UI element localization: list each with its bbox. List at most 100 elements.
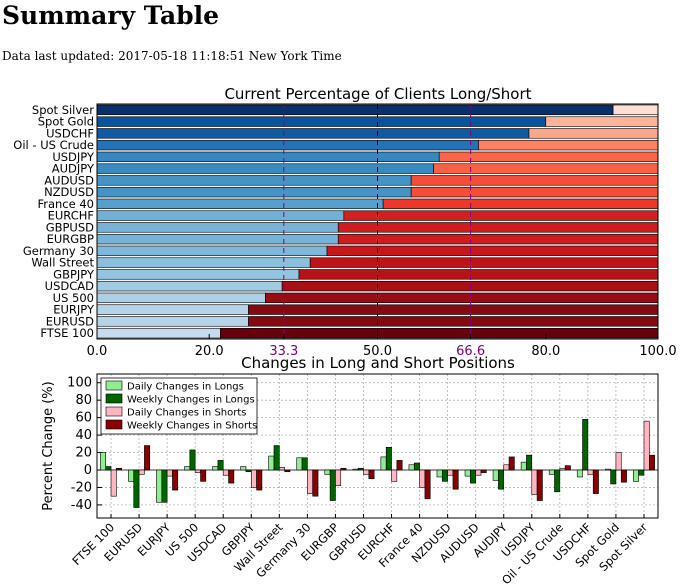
change-bar [138, 469, 145, 475]
short-bar [382, 198, 659, 210]
change-bar [296, 457, 303, 471]
y-tick-label: -40 [71, 498, 92, 513]
long-bar [96, 128, 530, 139]
long-bar [96, 210, 345, 221]
change-bar [116, 467, 122, 471]
long-bar [96, 175, 412, 186]
y-tick-label: 100 [67, 376, 92, 391]
long-bar [96, 222, 339, 233]
change-bar [413, 462, 420, 471]
change-bar [363, 469, 370, 475]
category-label: FTSE 100 [40, 326, 94, 340]
long-bar [96, 316, 249, 327]
long-bar [96, 269, 300, 280]
change-bar [396, 460, 403, 471]
long-bar [96, 280, 283, 292]
change-bar [385, 447, 392, 471]
change-bar [194, 469, 201, 473]
category-label: US 500 [53, 291, 94, 305]
change-bar [156, 469, 163, 503]
change-bar [268, 455, 275, 471]
legend-label: Daily Changes in Longs [127, 382, 244, 393]
change-bar [508, 456, 515, 471]
long-bar [96, 104, 614, 116]
change-bar [576, 469, 583, 478]
change-bar [582, 419, 589, 471]
change-bar [256, 469, 263, 491]
category-label: AUDUSD [44, 173, 94, 187]
long-short-chart: Current Percentage of Clients Long/Short… [13, 85, 676, 359]
change-bar [357, 467, 364, 471]
y-tick-label: 0 [84, 463, 92, 478]
change-bar [452, 469, 459, 490]
change-bar [324, 469, 331, 475]
change-bar [470, 469, 476, 484]
change-bar [380, 456, 387, 471]
legend: Daily Changes in Longs Weekly Changes in … [100, 377, 258, 435]
change-bar [649, 454, 655, 471]
category-label: AUDJPY [52, 162, 95, 176]
change-bar [408, 464, 415, 471]
change-bar [559, 467, 566, 471]
change-bar [166, 469, 173, 477]
change-bar [161, 469, 168, 503]
long-bar [96, 198, 384, 210]
short-bar [433, 163, 659, 174]
long-bar [96, 151, 440, 163]
change-bar [240, 466, 247, 471]
change-bar [329, 469, 336, 501]
short-bar [438, 151, 659, 163]
change-bar [424, 469, 431, 500]
change-bar [610, 469, 617, 485]
category-label: EURGBP [47, 232, 94, 246]
long-bar [96, 304, 249, 315]
long-bar [96, 163, 434, 174]
change-bar [587, 469, 594, 475]
category-label: Oil - US Crude [13, 138, 94, 152]
legend-box [100, 377, 258, 435]
long-bar [96, 186, 412, 198]
change-bar [498, 469, 505, 490]
change-bar [503, 464, 510, 471]
category-label: Germany 30 [23, 244, 94, 258]
short-bar [309, 257, 659, 268]
category-label: USDJPY [52, 150, 95, 164]
category-label: France 40 [37, 197, 94, 211]
change-bar [615, 452, 622, 471]
legend-swatch [105, 406, 123, 417]
changes-chart: Changes in Long and Short Positions Perc… [41, 354, 659, 587]
category-label: EURCHF [48, 209, 94, 223]
x-tick-label: 33.3 [269, 344, 298, 359]
change-bar [548, 469, 555, 475]
change-bar [100, 452, 106, 471]
change-bar [105, 466, 112, 471]
change-bar [245, 469, 252, 473]
change-bar [133, 469, 140, 508]
category-label: Spot Gold [38, 115, 94, 129]
change-bar [144, 445, 151, 471]
short-bar [343, 210, 659, 221]
change-bar [301, 457, 308, 471]
x-tick-label: 0.0 [87, 344, 108, 359]
y-tick-label: 60 [75, 411, 92, 426]
short-bar [612, 104, 659, 116]
short-bar [337, 233, 659, 245]
short-bar [478, 139, 659, 151]
category-label: EURUSD [46, 314, 94, 328]
change-bar [391, 469, 398, 482]
short-bar [326, 245, 659, 257]
long-bar [96, 292, 266, 304]
change-bar [368, 469, 375, 480]
long-bar [96, 116, 547, 127]
change-bar [419, 469, 426, 488]
legend-swatch [105, 419, 123, 430]
change-bar [536, 469, 543, 501]
x-tick-label: 20.0 [195, 344, 224, 359]
legend-swatch [105, 380, 123, 391]
change-bar [638, 469, 645, 476]
category-label: Wall Street [31, 256, 94, 270]
category-label: USDCHF [46, 126, 94, 140]
short-bar [281, 280, 659, 292]
change-bar [475, 469, 482, 476]
long-bar [96, 245, 328, 257]
